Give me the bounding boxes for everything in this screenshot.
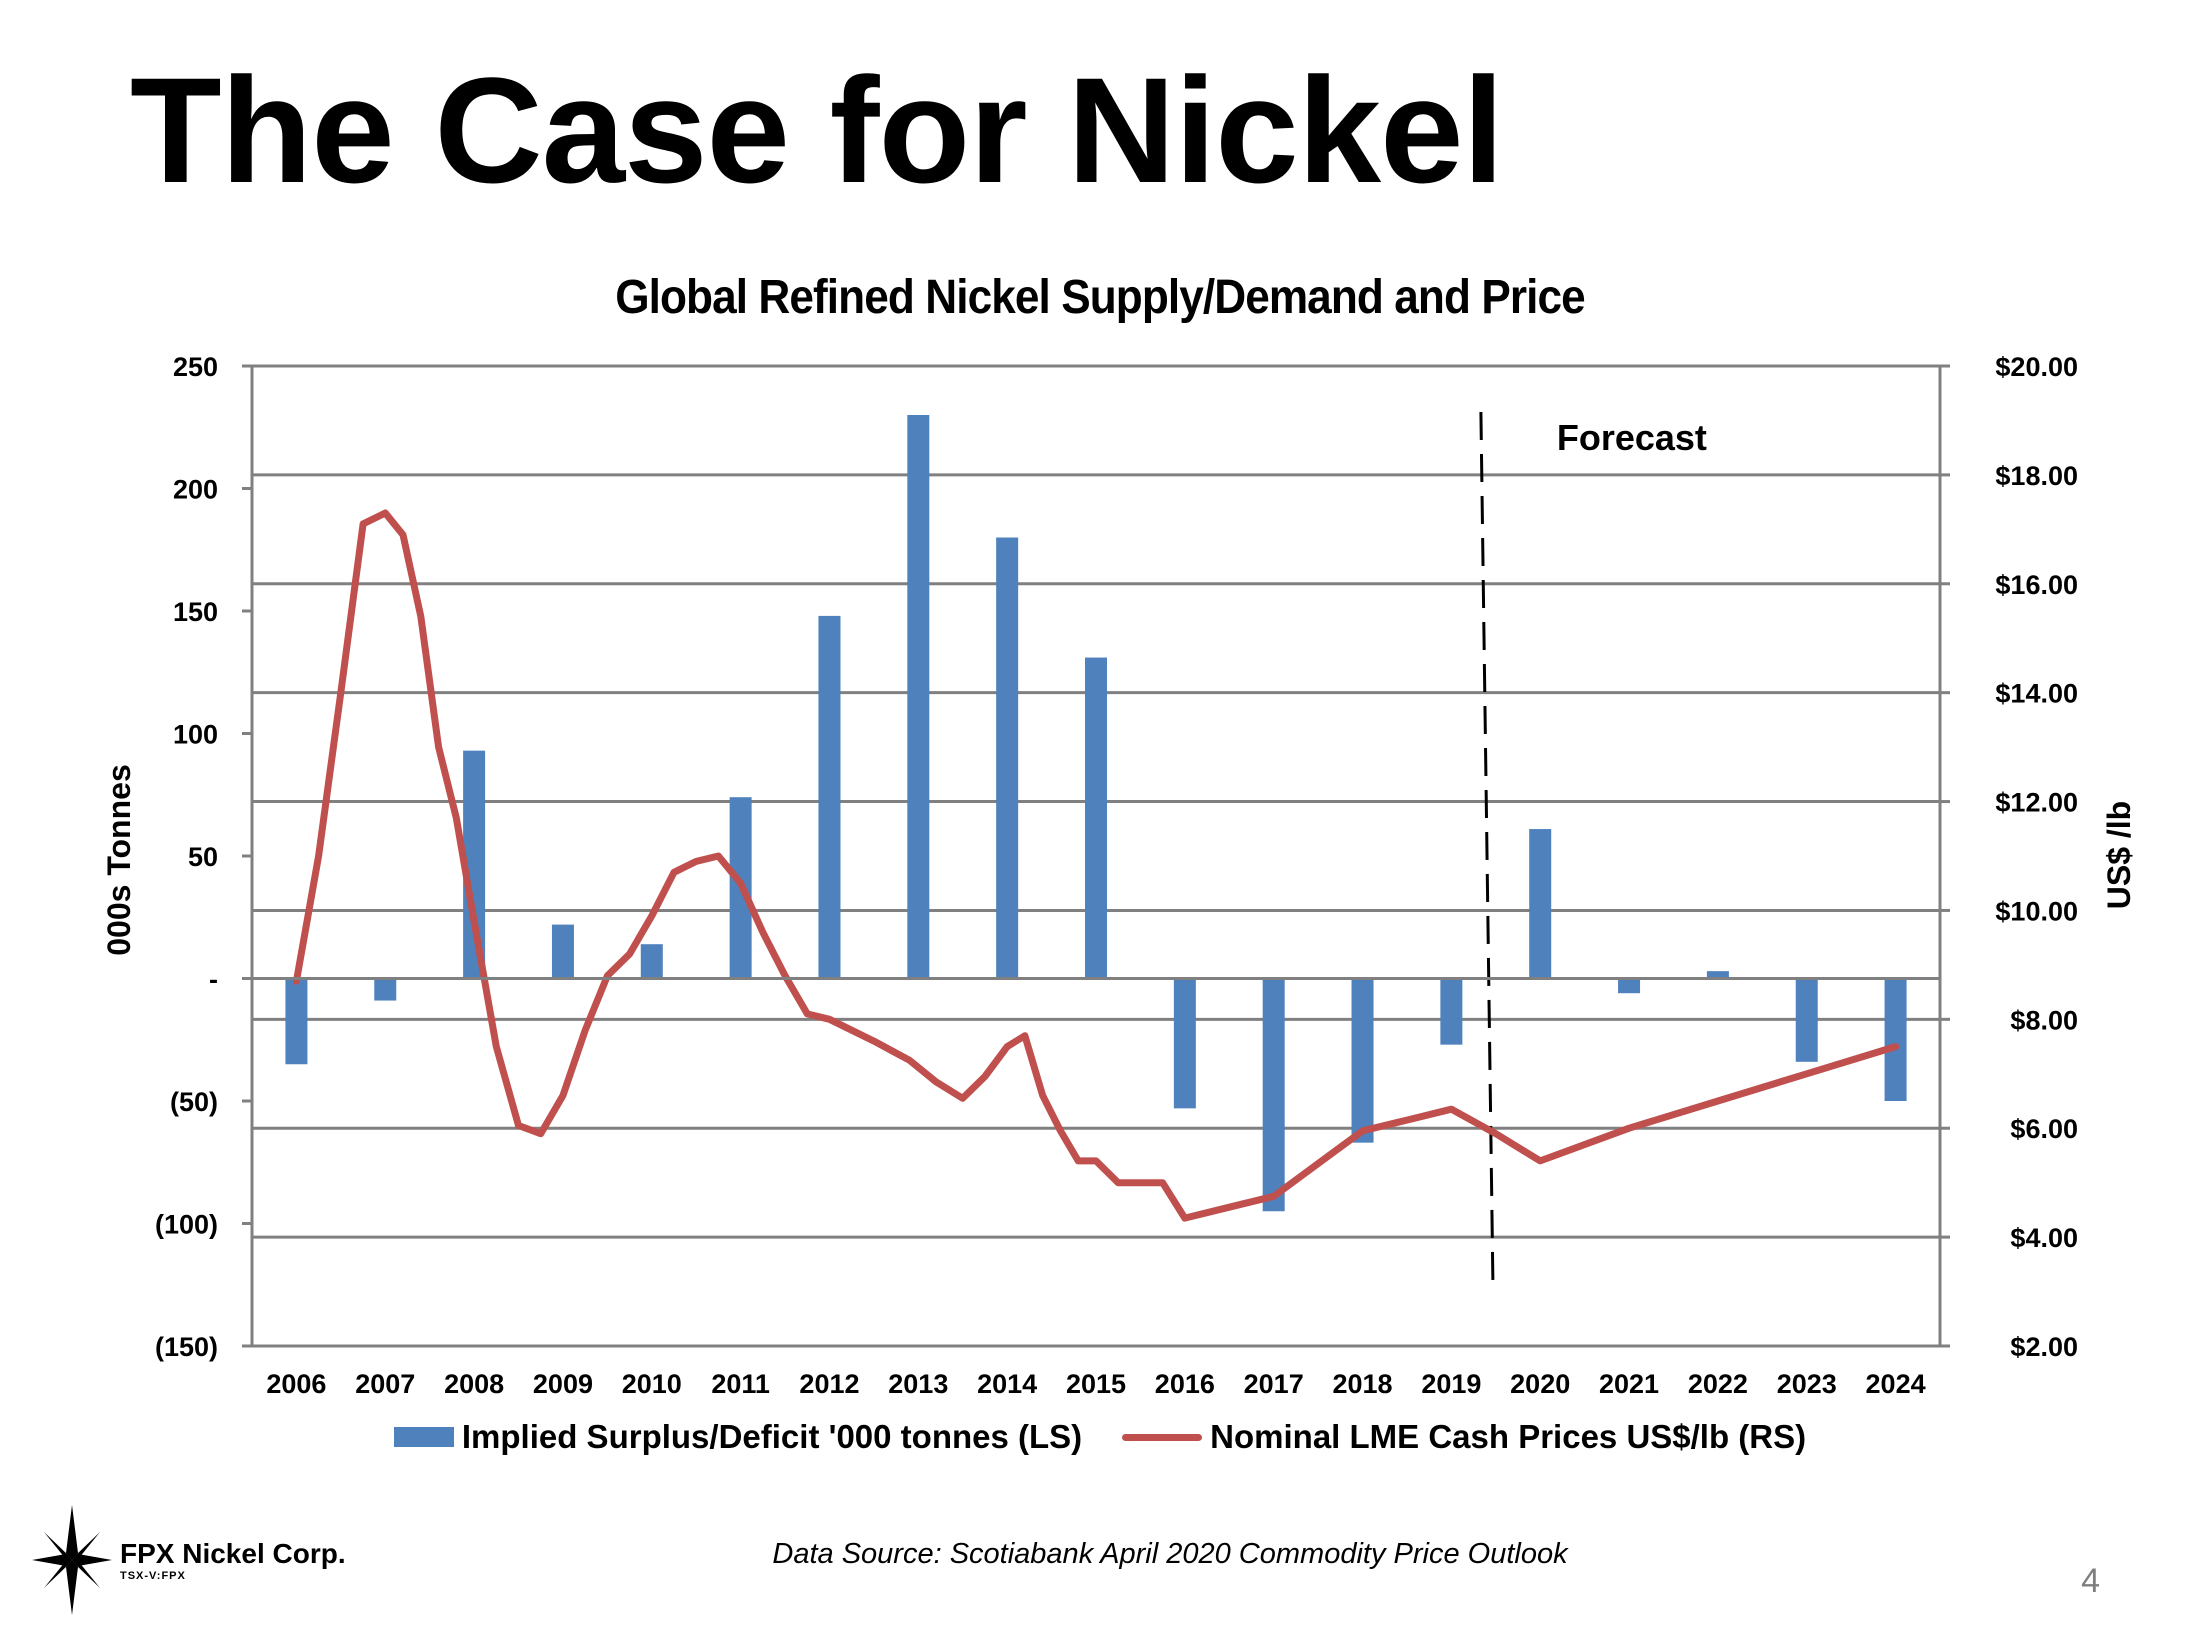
left-tick-label: -	[209, 965, 218, 995]
right-tick-label: $4.00	[2010, 1223, 2078, 1253]
x-tick-label: 2014	[977, 1369, 1037, 1399]
right-tick-label: $18.00	[1995, 461, 2078, 491]
left-tick-label: (50)	[170, 1087, 218, 1117]
left-tick-label: 150	[173, 597, 218, 627]
right-tick-label: $8.00	[2010, 1005, 2078, 1035]
legend-item-surplus: Implied Surplus/Deficit '000 tonnes (LS)	[393, 1418, 1083, 1456]
page-number: 4	[2081, 1562, 2100, 1600]
bar-2022	[1706, 971, 1729, 979]
left-tick-label: (150)	[155, 1332, 218, 1362]
company-logo: FPX Nickel Corp. TSX-V:FPX	[32, 1505, 346, 1615]
price-line	[292, 509, 1900, 1222]
x-tick-label: 2007	[355, 1369, 415, 1399]
bar-2014	[996, 537, 1019, 979]
x-tick-label: 2011	[711, 1369, 770, 1399]
star-compass-icon	[32, 1505, 112, 1615]
left-tick-label: 250	[173, 352, 218, 382]
axis-labels: 250 200 150 100 50 - (50) (100) (150) $20.00 $18.0…	[101, 352, 2137, 1399]
logo-company-name: FPX Nickel Corp.	[120, 1538, 346, 1569]
legend-item-price: Nominal LME Cash Prices US$/lb (RS)	[1122, 1418, 1806, 1456]
left-tick-label: 100	[173, 720, 218, 750]
bar-series	[285, 415, 1907, 1212]
x-tick-label: 2012	[799, 1369, 859, 1399]
chart-title: Global Refined Nickel Supply/Demand and …	[615, 271, 1586, 324]
bar-2016	[1173, 978, 1196, 1109]
chart-legend: Implied Surplus/Deficit '000 tonnes (LS)…	[0, 1418, 2200, 1456]
x-tick-label: 2016	[1155, 1369, 1215, 1399]
x-tick-label: 2006	[266, 1369, 326, 1399]
legend-label-price: Nominal LME Cash Prices US$/lb (RS)	[1210, 1418, 1807, 1455]
legend-swatch-bar	[393, 1427, 454, 1447]
right-tick-label: $10.00	[1995, 896, 2078, 926]
forecast-divider: Forecast	[1479, 411, 1707, 1283]
bar-2010	[640, 944, 663, 979]
logo-ticker: TSX-V:FPX	[120, 1570, 186, 1582]
bar-2024	[1884, 978, 1907, 1101]
bar-2013	[907, 415, 930, 979]
bar-2015	[1085, 657, 1107, 979]
right-axis-title: US$ /lb	[2101, 801, 2137, 909]
left-tick-label: 50	[188, 842, 218, 872]
data-source-note: Data Source: Scotiabank April 2020 Commo…	[772, 1538, 1568, 1570]
x-tick-label: 2010	[622, 1369, 682, 1399]
x-tick-label: 2024	[1866, 1369, 1926, 1399]
left-tick-label: (100)	[155, 1210, 218, 1240]
x-tick-label: 2009	[533, 1369, 593, 1399]
x-tick-label: 2019	[1421, 1369, 1481, 1399]
legend-label-surplus: Implied Surplus/Deficit '000 tonnes (LS)	[461, 1418, 1083, 1455]
bar-2019	[1440, 978, 1463, 1045]
left-axis-title: 000s Tonnes	[101, 764, 137, 955]
forecast-label: Forecast	[1557, 417, 1707, 458]
bar-2008	[463, 750, 486, 979]
left-tick-label: 200	[173, 475, 218, 505]
x-tick-label: 2018	[1332, 1369, 1392, 1399]
x-tick-label: 2023	[1777, 1369, 1837, 1399]
slide-title: The Case for Nickel	[130, 46, 1504, 214]
x-tick-label: 2013	[888, 1369, 948, 1399]
right-tick-label: $12.00	[1995, 788, 2078, 818]
right-tick-label: $14.00	[1995, 679, 2078, 709]
forecast-dashed-line	[1479, 411, 1495, 1283]
legend-swatch-line	[1122, 1433, 1203, 1441]
bar-2007	[374, 978, 397, 1001]
x-tick-label: 2017	[1244, 1369, 1304, 1399]
bar-2017	[1262, 978, 1285, 1212]
chart-axes	[242, 364, 1950, 1348]
right-tick-label: $16.00	[1995, 570, 2078, 600]
x-tick-label: 2008	[444, 1369, 504, 1399]
bar-2020	[1529, 829, 1552, 979]
bar-2021	[1618, 978, 1641, 994]
right-tick-label: $20.00	[1995, 352, 2078, 382]
bar-2006	[285, 978, 308, 1065]
price-line-series	[292, 509, 1900, 1222]
right-tick-label: $6.00	[2010, 1114, 2078, 1144]
x-tick-label: 2021	[1599, 1369, 1659, 1399]
x-tick-label: 2022	[1688, 1369, 1748, 1399]
bar-2018	[1351, 978, 1374, 1143]
x-tick-label: 2015	[1066, 1369, 1126, 1399]
bar-2023	[1795, 978, 1818, 1062]
bar-2012	[818, 615, 841, 979]
right-tick-label: $2.00	[2010, 1332, 2078, 1362]
bar-2009	[551, 924, 574, 979]
x-tick-label: 2020	[1510, 1369, 1570, 1399]
